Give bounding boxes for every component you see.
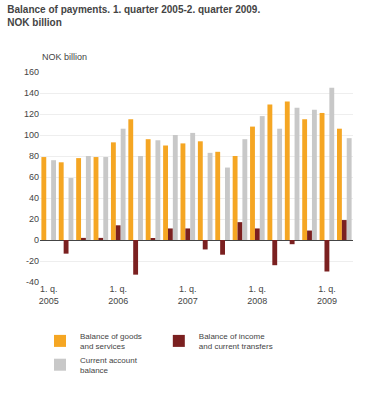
svg-text:1. q.2009: 1. q.2009 (317, 284, 337, 306)
svg-text:1. q.2007: 1. q.2007 (178, 284, 198, 306)
svg-text:1. q.2005: 1. q.2005 (39, 284, 59, 306)
svg-text:160: 160 (24, 67, 39, 77)
svg-text:NOK billion: NOK billion (42, 52, 87, 62)
svg-text:0: 0 (34, 235, 39, 245)
svg-text:100: 100 (24, 130, 39, 140)
svg-text:80: 80 (29, 151, 39, 161)
svg-text:Balance of incomeand current t: Balance of incomeand current transfers (199, 332, 273, 351)
svg-text:Balance of goodsand services: Balance of goodsand services (80, 332, 142, 351)
svg-text:Balance of payments. 1. quarte: Balance of payments. 1. quarter 2005-2. … (7, 4, 260, 28)
svg-text:-40: -40 (26, 277, 39, 287)
svg-text:140: 140 (24, 88, 39, 98)
svg-text:60: 60 (29, 172, 39, 182)
svg-text:Current accountbalance: Current accountbalance (80, 356, 138, 375)
svg-text:20: 20 (29, 214, 39, 224)
svg-text:1. q.2006: 1. q.2006 (108, 284, 128, 306)
svg-text:-20: -20 (26, 256, 39, 266)
svg-text:40: 40 (29, 193, 39, 203)
svg-text:1. q.2008: 1. q.2008 (247, 284, 267, 306)
svg-text:120: 120 (24, 109, 39, 119)
